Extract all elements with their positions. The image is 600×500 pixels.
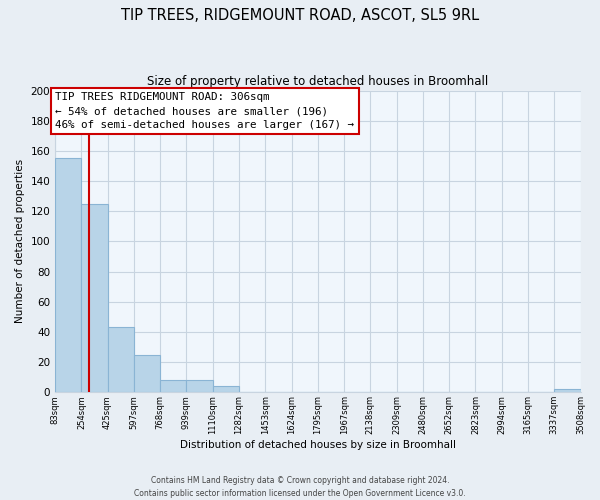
Bar	[160, 380, 187, 392]
Title: Size of property relative to detached houses in Broomhall: Size of property relative to detached ho…	[147, 75, 488, 88]
Bar	[554, 390, 581, 392]
Bar	[212, 386, 239, 392]
Bar	[107, 328, 134, 392]
Bar	[82, 204, 107, 392]
Bar	[55, 158, 82, 392]
Y-axis label: Number of detached properties: Number of detached properties	[15, 160, 25, 324]
Bar	[187, 380, 212, 392]
X-axis label: Distribution of detached houses by size in Broomhall: Distribution of detached houses by size …	[180, 440, 456, 450]
Text: TIP TREES RIDGEMOUNT ROAD: 306sqm
← 54% of detached houses are smaller (196)
46%: TIP TREES RIDGEMOUNT ROAD: 306sqm ← 54% …	[55, 92, 355, 130]
Bar	[134, 354, 160, 393]
Text: TIP TREES, RIDGEMOUNT ROAD, ASCOT, SL5 9RL: TIP TREES, RIDGEMOUNT ROAD, ASCOT, SL5 9…	[121, 8, 479, 22]
Text: Contains HM Land Registry data © Crown copyright and database right 2024.
Contai: Contains HM Land Registry data © Crown c…	[134, 476, 466, 498]
